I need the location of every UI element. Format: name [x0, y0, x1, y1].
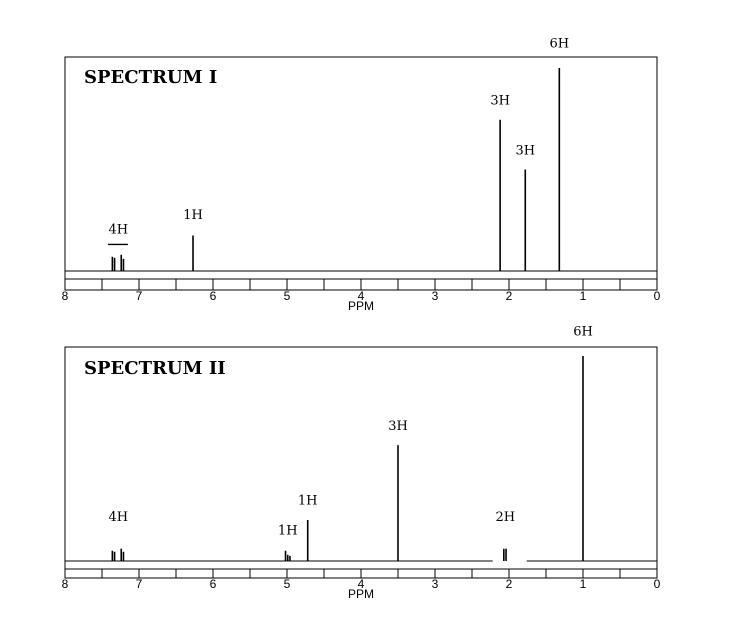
spectrum-2-tick-label: 2: [506, 577, 513, 591]
spectrum-1-tick-label: 5: [284, 289, 291, 303]
spectrum-2-tick-label: 1: [580, 577, 587, 591]
spectrum-1-peak-label: 6H: [550, 37, 570, 52]
spectrum-1-title: SPECTRUM I: [84, 67, 217, 88]
spectrum-1-peak-label: 3H: [515, 143, 535, 158]
spectrum-1-tick-label: 4: [358, 289, 365, 303]
spectrum-2-peak-label: 2H: [495, 510, 515, 525]
spectrum-2-tick-label: 4: [358, 577, 365, 591]
spectrum-2-peak-label: 1H: [298, 494, 318, 509]
spectrum-2-peak-label: 6H: [573, 325, 593, 340]
spectrum-2-tick-label: 8: [62, 577, 69, 591]
spectrum-1-plot-frame: [64, 56, 658, 291]
spectrum-2-peak-label: 4H: [108, 510, 128, 525]
spectrum-2-tick-label: 5: [284, 577, 291, 591]
spectrum-1-peak-label: 1H: [183, 208, 203, 223]
spectrum-2-peak-label: 3H: [388, 419, 408, 434]
spectrum-2-tick-label: 6: [210, 577, 217, 591]
spectrum-1-x-axis-label: PPM: [348, 299, 374, 313]
spectrum-2-tick-label: 0: [654, 577, 661, 591]
spectrum-1-tick-label: 3: [432, 289, 439, 303]
spectrum-1-peak-label: 4H: [108, 222, 128, 237]
spectrum-1-peak-label: 3H: [490, 94, 510, 109]
spectrum-2-peak-label: 1H: [278, 523, 298, 538]
spectrum-1-tick-label: 8: [62, 289, 69, 303]
spectrum-1-tick-label: 0: [654, 289, 661, 303]
spectrum-2-x-axis-label: PPM: [348, 587, 374, 601]
spectrum-1-tick-label: 6: [210, 289, 217, 303]
spectrum-1-tick-label: 2: [506, 289, 513, 303]
spectrum-2-tick-label: 3: [432, 577, 439, 591]
spectrum-2-plot-frame: [64, 346, 658, 579]
spectrum-2-title: SPECTRUM II: [84, 358, 226, 379]
spectrum-1-tick-label: 7: [136, 289, 143, 303]
spectrum-1-tick-label: 1: [580, 289, 587, 303]
spectrum-2-tick-label: 7: [136, 577, 143, 591]
